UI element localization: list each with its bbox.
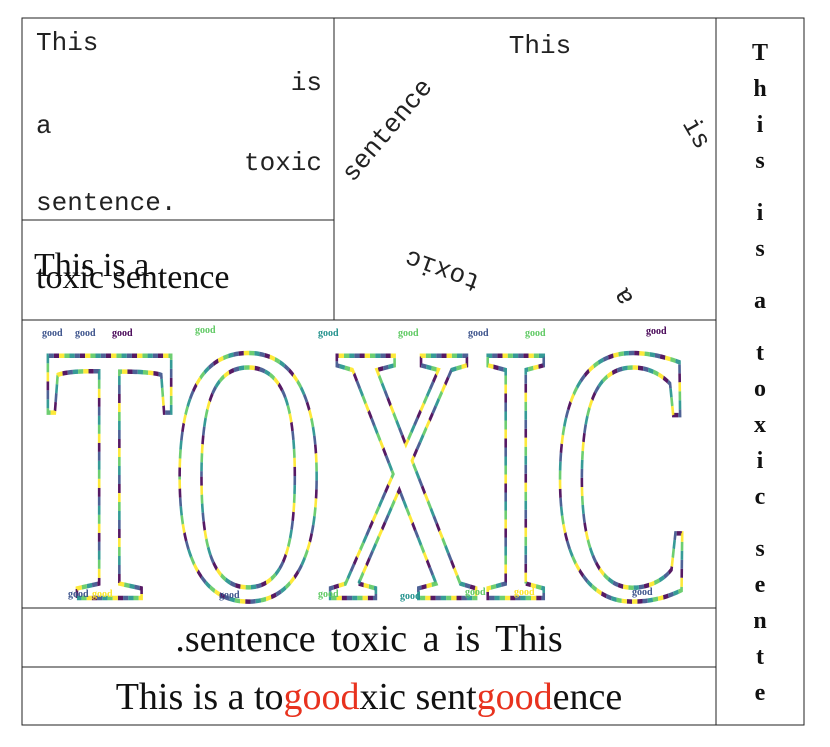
cloud-word: good (400, 591, 421, 602)
cloud-word: good (112, 328, 133, 339)
panel-box (21, 666, 717, 726)
rotated-word: sentence (336, 73, 439, 188)
cloud-shape: TOXIC (44, 269, 694, 679)
sentence-part: ence (553, 676, 623, 718)
vertical-letter: e (755, 680, 766, 706)
cloud-word: good (75, 328, 96, 339)
vertical-letter: n (753, 608, 766, 634)
vertical-letter: x (754, 412, 766, 438)
cloud-word: good (646, 326, 667, 337)
inserted-word: good (284, 676, 360, 718)
cloud-word: good (318, 328, 339, 339)
cloud-word: good (514, 587, 535, 598)
vertical-letter: s (755, 236, 764, 262)
vertical-letter: t (756, 340, 764, 366)
cloud-shape: TOXIC (44, 269, 694, 679)
vertical-letter: a (754, 288, 766, 314)
inserted-word: good (477, 676, 553, 718)
rotated-word: is (675, 112, 717, 154)
cloud-word: good (398, 328, 419, 339)
vertical-letter: i (757, 200, 764, 226)
broken-word: toxic (244, 148, 322, 178)
cloud-word: good (468, 328, 489, 339)
vertical-letter: h (753, 76, 766, 102)
vertical-letter: s (755, 536, 764, 562)
vertical-letter: i (757, 112, 764, 138)
cloud-shape: TOXIC (44, 269, 694, 679)
vertical-letter: s (755, 148, 764, 174)
cloud-word: good (465, 587, 486, 598)
cloud-word: good (195, 325, 216, 336)
broken-word: a (36, 111, 52, 141)
cloud-word: good (318, 589, 339, 600)
cloud-word: good (92, 589, 113, 600)
reversed-sentence: .sentence toxic a is This (175, 618, 562, 660)
rotated-word: This (509, 31, 571, 61)
broken-word: is (291, 68, 322, 98)
cloud-word: good (632, 587, 653, 598)
cloud-word: good (219, 590, 240, 601)
cloud-word: good (525, 328, 546, 339)
broken-word: sentence. (36, 188, 176, 218)
overlap-line: toxic sentence (36, 259, 230, 296)
vertical-letter: o (754, 376, 766, 402)
vertical-letter: e (755, 572, 766, 598)
cloud-shape: TOXIC (44, 269, 694, 679)
vertical-letter: t (756, 644, 764, 670)
sentence-part: This is a to (116, 676, 284, 718)
vertical-letter: T (752, 40, 768, 66)
vertical-letter: i (757, 448, 764, 474)
inserted-sentence: This is a togoodxic sentgoodence (116, 676, 623, 718)
vertical-letter: c (755, 484, 766, 510)
cloud-word: good (42, 328, 63, 339)
overlap-line: This is a (34, 247, 149, 284)
broken-word: This (36, 28, 98, 58)
cloud-word: good (68, 589, 89, 600)
cloud-shape: TOXIC (44, 269, 694, 679)
sentence-part: xic sent (360, 676, 478, 718)
